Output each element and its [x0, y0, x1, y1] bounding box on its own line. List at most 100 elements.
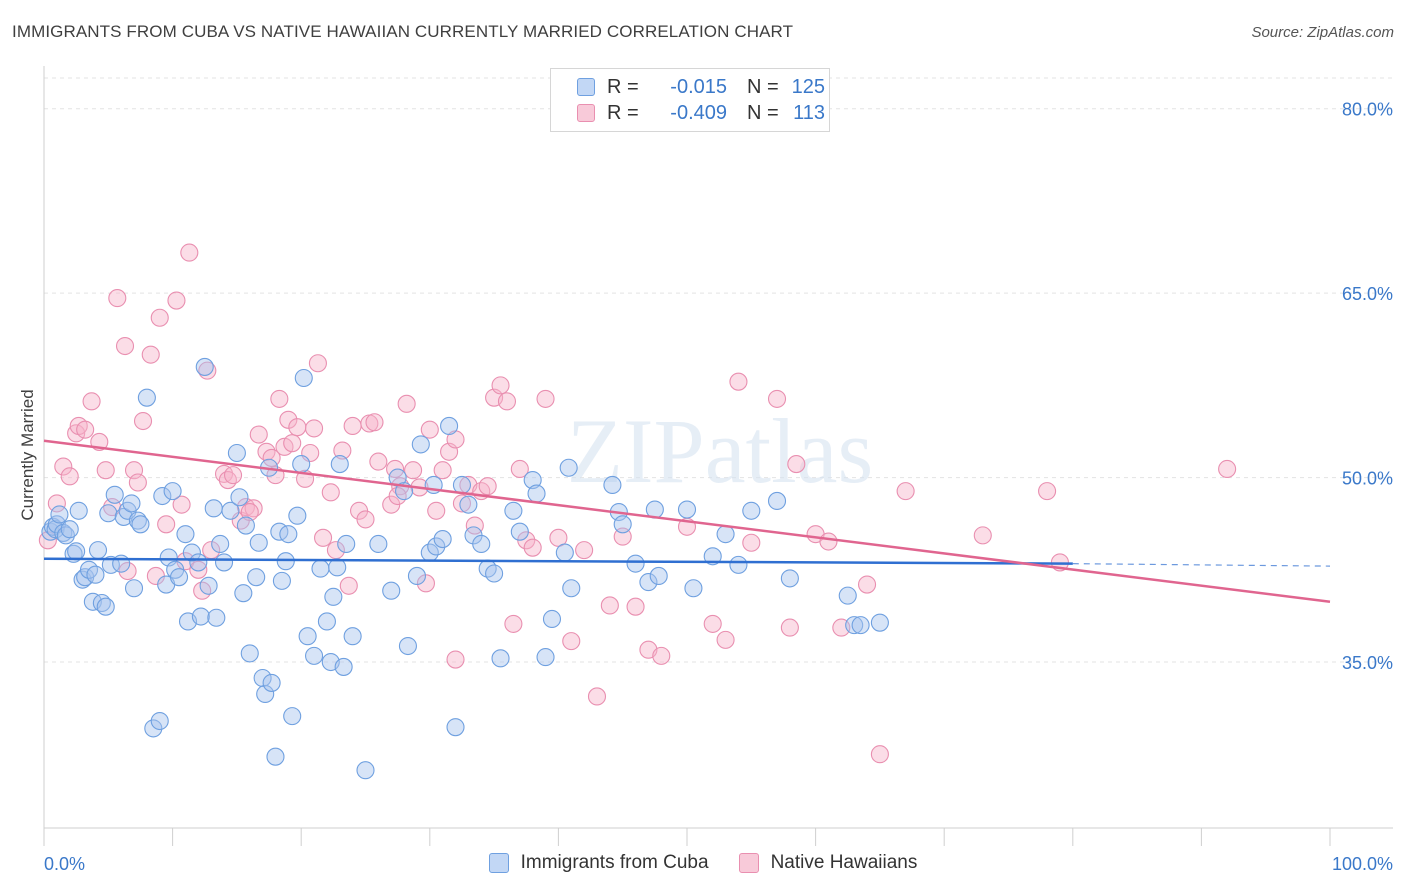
legend-item-cuba: Immigrants from Cuba — [488, 852, 709, 874]
data-point — [240, 502, 259, 522]
legend-label: Immigrants from Cuba — [520, 852, 709, 873]
data-point — [536, 648, 555, 667]
data-point — [703, 547, 722, 566]
data-point — [343, 627, 362, 646]
data-point — [311, 559, 330, 578]
data-point — [365, 413, 384, 432]
data-point — [176, 525, 195, 544]
data-point — [122, 494, 141, 513]
legend-n-value: 125 — [791, 75, 825, 98]
data-point — [167, 291, 186, 310]
data-point — [845, 616, 864, 635]
data-point — [118, 561, 137, 581]
legend-n-value: 113 — [793, 101, 825, 124]
data-point — [82, 392, 101, 411]
data-point — [96, 461, 115, 480]
data-point — [314, 528, 333, 547]
data-point — [317, 612, 336, 631]
data-point — [112, 554, 131, 573]
data-point — [407, 566, 426, 586]
data-point — [491, 376, 510, 395]
data-point — [510, 459, 529, 479]
data-point — [99, 504, 118, 523]
data-point — [240, 644, 259, 663]
source-label: Source: ZipAtlas.com — [1251, 24, 1394, 41]
data-point — [128, 473, 147, 492]
data-point — [787, 455, 806, 474]
data-point — [256, 684, 275, 704]
data-point — [851, 616, 870, 635]
data-point — [527, 484, 546, 503]
legend-r-value: -0.409 — [670, 101, 727, 124]
data-point — [124, 579, 144, 598]
data-point — [427, 501, 446, 520]
data-point — [555, 543, 574, 562]
trendline-hawaiians — [43, 439, 1331, 604]
data-point — [283, 434, 302, 453]
data-point — [397, 394, 416, 413]
y-tick-labels: 35.0% 50.0% 65.0% 80.0% — [1342, 100, 1393, 673]
data-point — [472, 534, 491, 554]
data-point — [542, 609, 562, 629]
data-point — [191, 607, 210, 626]
data-point — [343, 416, 362, 436]
trendline-cuba-extension — [1072, 563, 1331, 567]
data-point — [60, 520, 79, 539]
data-point — [684, 579, 703, 598]
watermark: ZIPatlas — [567, 400, 874, 502]
data-point — [729, 372, 748, 391]
data-point — [141, 345, 160, 364]
data-point — [236, 516, 255, 535]
data-point — [76, 420, 95, 439]
data-point — [369, 534, 388, 554]
data-point — [86, 565, 105, 584]
data-point — [249, 533, 268, 552]
data-point — [729, 555, 748, 574]
data-point — [613, 527, 632, 546]
data-point — [603, 475, 622, 495]
data-point — [819, 532, 838, 551]
legend-r-label: R = — [607, 101, 639, 124]
data-point — [497, 392, 517, 411]
legend-swatch-blue — [577, 78, 595, 96]
data-point — [1038, 482, 1057, 501]
data-point — [189, 560, 208, 579]
data-point — [249, 425, 268, 444]
data-point — [195, 357, 214, 376]
data-point — [288, 418, 307, 437]
data-point — [575, 541, 594, 560]
data-point — [67, 542, 86, 561]
data-point — [369, 452, 388, 471]
data-point — [266, 747, 285, 766]
legend-n-label: N = — [747, 101, 779, 124]
data-point — [446, 718, 465, 737]
data-point — [60, 467, 79, 486]
data-point — [452, 475, 472, 495]
y-tick-label: 50.0% — [1342, 469, 1393, 489]
data-point — [153, 486, 172, 506]
data-point — [485, 564, 504, 583]
data-point — [321, 483, 340, 502]
data-point — [276, 552, 295, 571]
data-point — [133, 411, 153, 431]
legend-n-label: N = — [747, 75, 779, 98]
legend-swatch-pink — [577, 104, 595, 122]
data-point — [440, 416, 459, 436]
data-point — [427, 537, 446, 556]
data-point — [234, 584, 253, 603]
data-point — [452, 494, 472, 513]
data-point — [677, 500, 697, 519]
data-point — [716, 525, 735, 544]
axes — [43, 66, 1393, 846]
x-tick-label-max: 100.0% — [1332, 854, 1393, 874]
data-point — [96, 597, 115, 616]
data-point — [1218, 459, 1237, 479]
data-point — [478, 477, 497, 496]
data-point — [433, 461, 452, 480]
legend-swatch-blue — [488, 853, 509, 873]
data-point — [207, 608, 226, 627]
data-point — [247, 568, 266, 587]
y-axis-label: Currently Married — [18, 389, 37, 520]
data-point — [88, 541, 108, 560]
legend-item-hawaiians: Native Hawaiians — [738, 852, 917, 874]
